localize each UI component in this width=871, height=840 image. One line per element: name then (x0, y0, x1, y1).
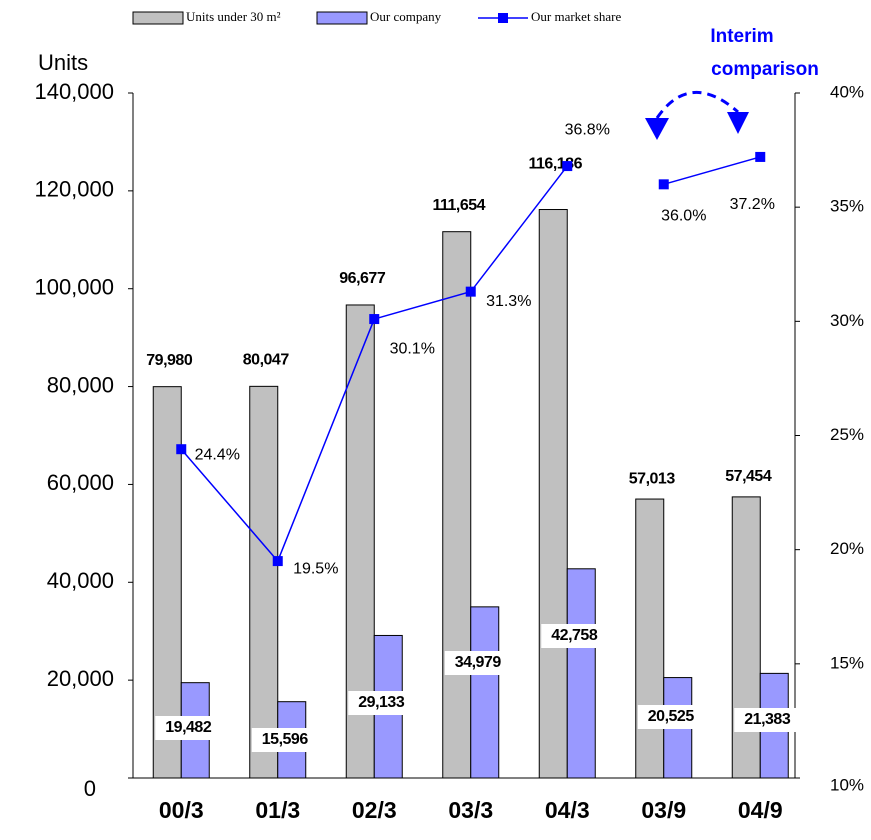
line-marker (176, 444, 187, 455)
y2-tick-label: 15% (830, 653, 864, 672)
x-tick-label: 03/3 (448, 797, 493, 823)
legend-label: Units under 30 m² (186, 9, 281, 24)
legend-swatch (316, 11, 368, 25)
legend-label: Our market share (531, 9, 621, 24)
y-tick-label: 20,000 (47, 666, 114, 691)
x-tick-label: 00/3 (159, 797, 204, 823)
data-label: 36.0% (661, 208, 706, 225)
line-marker (755, 151, 766, 162)
arrow-curve (655, 90, 739, 119)
line-marker (562, 161, 573, 172)
y2-tick-label: 35% (830, 197, 864, 216)
data-label: 21,383 (744, 711, 791, 728)
bar (566, 568, 596, 779)
bar (538, 209, 568, 779)
data-label: 111,654 (432, 197, 485, 214)
data-label: 24.4% (195, 446, 240, 463)
legend-swatch (132, 11, 184, 25)
label-box (734, 708, 801, 732)
data-label: 29,133 (358, 694, 405, 711)
data-label: 57,454 (725, 468, 772, 485)
arrow-head (727, 112, 749, 134)
data-label: 36.8% (565, 121, 610, 138)
data-label: 42,758 (551, 627, 598, 644)
x-tick-label: 04/9 (738, 797, 783, 823)
y-tick-label: 0 (84, 776, 96, 801)
bar (249, 385, 279, 779)
x-tick-label: 04/3 (545, 797, 590, 823)
label-box (541, 624, 608, 648)
y-tick-label: 80,000 (47, 372, 114, 397)
line (663, 156, 761, 186)
line-marker (658, 179, 669, 190)
y-tick-label: 100,000 (34, 275, 114, 300)
label-box (155, 716, 222, 740)
bar (470, 606, 500, 779)
annotation: comparison (711, 59, 819, 80)
line-marker (272, 556, 283, 567)
data-label: 19,482 (165, 719, 212, 736)
line-marker (465, 286, 476, 297)
data-label: 96,677 (339, 270, 386, 287)
data-label: 79,980 (146, 352, 193, 369)
y-tick-label: 60,000 (47, 470, 114, 495)
y2-tick-label: 40% (830, 82, 864, 101)
arrow-head (645, 118, 669, 140)
y-tick-label: 140,000 (34, 79, 114, 104)
bar (442, 231, 472, 779)
x-tick-label: 02/3 (352, 797, 397, 823)
y-tick-label: 120,000 (34, 177, 114, 202)
data-label: 80,047 (243, 352, 290, 369)
data-label: 31.3% (486, 293, 531, 310)
bar (635, 498, 665, 779)
y-axis-label: Units (38, 50, 88, 75)
legend-label: Our company (370, 9, 442, 24)
data-label: 34,979 (455, 654, 502, 671)
data-label: 19.5% (293, 560, 338, 577)
y2-tick-label: 20% (830, 539, 864, 558)
bar (731, 496, 761, 779)
annotation: Interim (710, 26, 773, 47)
data-label: 57,013 (629, 470, 676, 487)
data-label: 37.2% (730, 196, 775, 213)
y2-tick-label: 25% (830, 425, 864, 444)
interim-arrows (645, 90, 749, 140)
data-label: 116,186 (529, 156, 583, 173)
label-box (251, 728, 318, 752)
label-box (637, 705, 704, 729)
y-tick-label: 40,000 (47, 568, 114, 593)
data-label: 20,525 (648, 708, 695, 725)
data-label: 15,596 (262, 731, 309, 748)
legend-marker (498, 13, 508, 23)
x-tick-label: 01/3 (255, 797, 300, 823)
y2-tick-label: 30% (830, 311, 864, 330)
x-tick-label: 03/9 (641, 797, 686, 823)
y2-tick-label: 10% (830, 775, 864, 794)
label-box (444, 651, 511, 675)
label-box (348, 691, 415, 715)
line-marker (369, 314, 380, 325)
data-label: 30.1% (390, 340, 435, 357)
